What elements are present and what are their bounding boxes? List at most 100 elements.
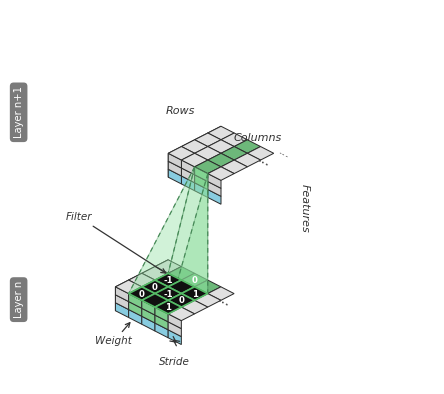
Polygon shape xyxy=(194,167,208,182)
Polygon shape xyxy=(142,266,168,280)
Polygon shape xyxy=(129,294,142,309)
Polygon shape xyxy=(115,296,129,311)
Polygon shape xyxy=(208,140,234,153)
Polygon shape xyxy=(129,301,142,316)
Polygon shape xyxy=(115,280,129,295)
Polygon shape xyxy=(221,147,247,160)
Polygon shape xyxy=(129,310,142,324)
Text: Layer n: Layer n xyxy=(14,281,24,318)
Polygon shape xyxy=(155,300,181,314)
Text: Rows: Rows xyxy=(166,106,195,116)
Polygon shape xyxy=(168,322,181,336)
Polygon shape xyxy=(181,273,208,287)
Polygon shape xyxy=(168,153,182,168)
Polygon shape xyxy=(208,174,221,188)
Text: Features: Features xyxy=(300,184,309,232)
Polygon shape xyxy=(194,149,208,164)
Polygon shape xyxy=(155,287,181,300)
Polygon shape xyxy=(208,182,221,196)
Polygon shape xyxy=(142,280,168,294)
Polygon shape xyxy=(168,314,181,329)
Polygon shape xyxy=(194,175,208,190)
Polygon shape xyxy=(208,153,234,167)
Text: Layer n+1: Layer n+1 xyxy=(14,86,24,138)
Polygon shape xyxy=(115,287,129,301)
Polygon shape xyxy=(155,300,181,314)
Polygon shape xyxy=(194,280,221,294)
Polygon shape xyxy=(155,273,181,287)
Polygon shape xyxy=(115,295,129,310)
Polygon shape xyxy=(168,280,194,294)
Text: 1: 1 xyxy=(165,303,171,312)
Polygon shape xyxy=(115,280,142,294)
Polygon shape xyxy=(155,307,168,322)
Polygon shape xyxy=(182,153,208,167)
Polygon shape xyxy=(168,167,208,294)
Polygon shape xyxy=(142,294,168,307)
Polygon shape xyxy=(194,183,208,197)
Polygon shape xyxy=(142,275,155,289)
Polygon shape xyxy=(129,287,155,300)
Polygon shape xyxy=(181,287,208,300)
Polygon shape xyxy=(115,303,129,318)
Text: 0: 0 xyxy=(192,276,198,285)
Polygon shape xyxy=(182,176,194,191)
Polygon shape xyxy=(181,287,208,300)
Polygon shape xyxy=(194,133,221,147)
Polygon shape xyxy=(221,160,247,174)
Polygon shape xyxy=(155,276,168,290)
Text: 0: 0 xyxy=(152,283,158,292)
Polygon shape xyxy=(208,167,234,180)
Polygon shape xyxy=(194,141,208,156)
Text: 0: 0 xyxy=(178,296,184,305)
Polygon shape xyxy=(168,307,194,321)
Polygon shape xyxy=(168,330,181,344)
Text: ···: ··· xyxy=(213,295,231,314)
Polygon shape xyxy=(182,168,194,183)
Polygon shape xyxy=(129,273,155,287)
Polygon shape xyxy=(208,287,234,300)
Polygon shape xyxy=(129,273,142,288)
Polygon shape xyxy=(168,147,182,161)
Polygon shape xyxy=(182,148,194,162)
Text: 1: 1 xyxy=(191,290,198,299)
Polygon shape xyxy=(234,140,261,153)
Text: Stride: Stride xyxy=(159,357,190,366)
Polygon shape xyxy=(129,287,155,300)
Polygon shape xyxy=(194,147,221,160)
Polygon shape xyxy=(194,160,221,174)
Polygon shape xyxy=(142,309,155,323)
Polygon shape xyxy=(142,282,155,297)
Text: 0: 0 xyxy=(139,290,145,299)
Polygon shape xyxy=(194,294,221,307)
Polygon shape xyxy=(168,161,182,176)
Polygon shape xyxy=(208,126,221,141)
Polygon shape xyxy=(155,287,181,300)
Polygon shape xyxy=(168,294,194,307)
Polygon shape xyxy=(142,300,155,315)
Text: ···: ··· xyxy=(253,155,271,173)
Polygon shape xyxy=(142,280,168,294)
Polygon shape xyxy=(129,167,194,294)
Polygon shape xyxy=(155,323,168,338)
Text: ···: ··· xyxy=(274,148,291,165)
Text: -1: -1 xyxy=(163,276,173,285)
Polygon shape xyxy=(168,266,194,280)
Polygon shape xyxy=(142,294,168,307)
Polygon shape xyxy=(208,190,221,204)
Text: Columns: Columns xyxy=(233,133,281,143)
Polygon shape xyxy=(115,288,129,303)
Polygon shape xyxy=(182,140,194,154)
Polygon shape xyxy=(129,281,142,296)
Polygon shape xyxy=(182,160,194,175)
Polygon shape xyxy=(168,280,194,294)
Polygon shape xyxy=(194,133,208,148)
Polygon shape xyxy=(168,154,182,169)
Polygon shape xyxy=(182,140,208,153)
Polygon shape xyxy=(155,315,168,330)
Text: Weight: Weight xyxy=(95,323,132,346)
Polygon shape xyxy=(129,289,142,304)
Polygon shape xyxy=(168,147,194,160)
Polygon shape xyxy=(142,316,155,331)
Polygon shape xyxy=(142,266,155,281)
